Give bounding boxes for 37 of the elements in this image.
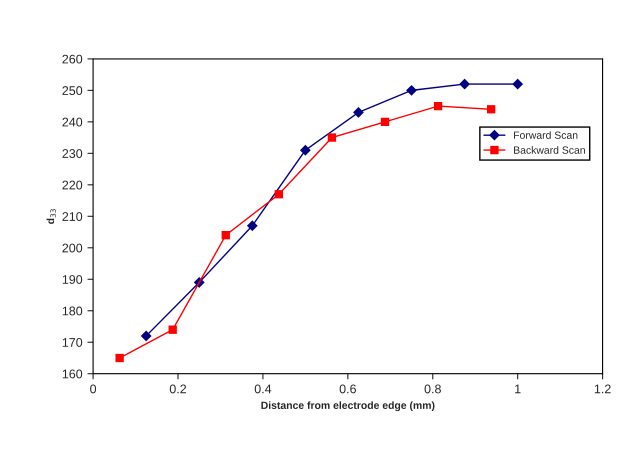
point (434, 102, 442, 110)
point (115, 354, 124, 362)
y-tick-label: 240 (62, 118, 82, 127)
y-tick-label: 220 (62, 180, 82, 190)
y-tick-label: 250 (62, 86, 82, 96)
y-tick-label: 180 (62, 306, 82, 316)
y-tick-label: 190 (62, 275, 82, 284)
x-tick-label: 0 (90, 384, 96, 394)
x-tick-label: 0.6 (340, 384, 356, 394)
point (406, 85, 417, 96)
y-tick-label: 260 (62, 54, 82, 64)
x-tick-label: 0.2 (170, 384, 186, 394)
y-tick-label: 210 (62, 212, 82, 221)
point (512, 78, 523, 90)
x-tick-label: 0.8 (424, 384, 441, 394)
y-tick-label: 230 (62, 149, 82, 158)
point (353, 107, 364, 118)
point (222, 231, 230, 240)
x-tick-label: 1 (515, 384, 521, 394)
point (328, 133, 336, 142)
point (168, 325, 177, 334)
point (247, 220, 258, 231)
x-axis-title: Distance from electrode edge (mm) (261, 401, 434, 412)
point (380, 118, 390, 126)
y-tick-label: 200 (62, 244, 82, 252)
y-axis-title: d$_{33}$ (46, 209, 56, 224)
point (459, 78, 470, 90)
point (486, 105, 496, 114)
point (274, 190, 284, 198)
x-tick-label: 1.2 (594, 384, 611, 394)
y-tick-label: 160 (62, 370, 82, 378)
legend-label: Forward Scan (514, 131, 578, 139)
y-tick-label: 170 (62, 338, 82, 347)
point (300, 145, 310, 156)
x-tick-label: 0.4 (254, 384, 272, 394)
point (141, 330, 152, 342)
legend-label: Backward Scan (514, 146, 585, 154)
